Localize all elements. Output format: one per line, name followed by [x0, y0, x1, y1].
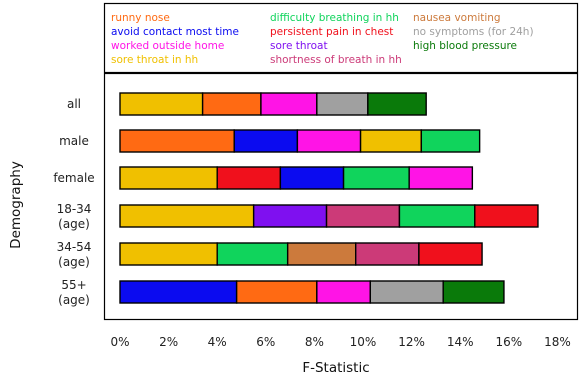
bar-segment-nausea-vomiting [286, 242, 357, 266]
bar-segment-avoid-contact-most-time [233, 129, 299, 153]
bar-segment-no-symptoms-for-24h [316, 92, 369, 116]
legend-box [103, 2, 579, 74]
bar-segment-sore-throat-in-hh [359, 129, 423, 153]
x-tick-label: 4% [208, 335, 227, 349]
bar-segment-worked-outside-home [316, 280, 371, 304]
y-category-labels: all male female 18-34 (age) 34-54 (age) 55+ (age… [53, 97, 94, 307]
legend-entry-sore-throat-in-hh: sore throat in hh [111, 54, 198, 66]
bar-segment-sore-throat-in-hh [119, 166, 218, 190]
legend-entry-persistent-pain-in-chest: persistent pain in chest [270, 26, 393, 38]
legend: runny nose avoid contact most time worked … [111, 12, 534, 66]
bar-segment-difficulty-breathing-in-hh [420, 129, 481, 153]
bar-segment-runny-nose [201, 92, 262, 116]
bar-segment-persistent-pain-in-chest [418, 242, 483, 266]
bar-segment-persistent-pain-in-chest [474, 204, 539, 228]
x-tick-label: 2% [159, 335, 178, 349]
bar-segment-persistent-pain-in-chest [216, 166, 282, 190]
bar-segment-no-symptoms-for-24h [369, 280, 444, 304]
legend-entry-nausea-vomiting: nausea vomiting [413, 12, 501, 24]
bar-segment-shortness-of-breath-in-hh [355, 242, 420, 266]
legend-entry-sore-throat: sore throat [270, 40, 328, 52]
legend-entry-worked-outside-home: worked outside home [111, 40, 224, 52]
x-tick-label: 18% [544, 335, 571, 349]
x-tick-label: 6% [256, 335, 275, 349]
y-category-label: male [59, 134, 89, 148]
y-category-label: 55+ (age) [58, 278, 90, 307]
x-tick-label: 12% [398, 335, 425, 349]
bar-segment-difficulty-breathing-in-hh [342, 166, 410, 190]
y-category-label: 18-34 (age) [57, 202, 92, 231]
bar-segment-runny-nose [119, 129, 235, 153]
legend-entry-high-blood-pressure: high blood pressure [413, 40, 517, 52]
x-tick-label: 0% [110, 335, 129, 349]
bar-segment-worked-outside-home [260, 92, 318, 116]
bar-segment-difficulty-breathing-in-hh [216, 242, 289, 266]
y-category-label: 34-54 (age) [57, 240, 92, 269]
bar-segment-difficulty-breathing-in-hh [398, 204, 476, 228]
bar-segment-worked-outside-home [296, 129, 362, 153]
legend-entry-difficulty-breathing-in-hh: difficulty breathing in hh [270, 12, 399, 24]
bar-segment-worked-outside-home [408, 166, 474, 190]
bar-segment-avoid-contact-most-time [279, 166, 345, 190]
bar-segment-runny-nose [235, 280, 318, 304]
bar-segment-high-blood-pressure [367, 92, 427, 116]
bar-segment-sore-throat-in-hh [119, 242, 218, 266]
bar-segment-sore-throat [252, 204, 328, 228]
bar-segment-sore-throat-in-hh [119, 92, 204, 116]
legend-entry-shortness-of-breath-in-hh: shortness of breath in hh [270, 54, 402, 66]
x-axis-label: F-Statistic [302, 360, 369, 376]
bar-segment-shortness-of-breath-in-hh [325, 204, 401, 228]
legend-entry-avoid-contact-most-time: avoid contact most time [111, 26, 239, 38]
y-axis-label: Demography [8, 161, 24, 249]
bar-segment-high-blood-pressure [442, 280, 505, 304]
bar-segment-avoid-contact-most-time [119, 280, 238, 304]
y-category-label: female [53, 171, 94, 185]
bars [119, 92, 539, 304]
bar-segment-sore-throat-in-hh [119, 204, 255, 228]
legend-entry-runny-nose: runny nose [111, 12, 170, 24]
x-tick-label: 16% [495, 335, 522, 349]
x-tick-label: 8% [305, 335, 324, 349]
x-tick-label: 10% [350, 335, 377, 349]
x-tick-label: 14% [447, 335, 474, 349]
y-category-label: all [67, 97, 81, 111]
legend-entry-no-symptoms-for-24h: no symptoms (for 24h) [413, 26, 534, 38]
x-tick-labels: 0% 2% 4% 6% 8% 10% 12% 14% 16% 18% [110, 335, 570, 349]
